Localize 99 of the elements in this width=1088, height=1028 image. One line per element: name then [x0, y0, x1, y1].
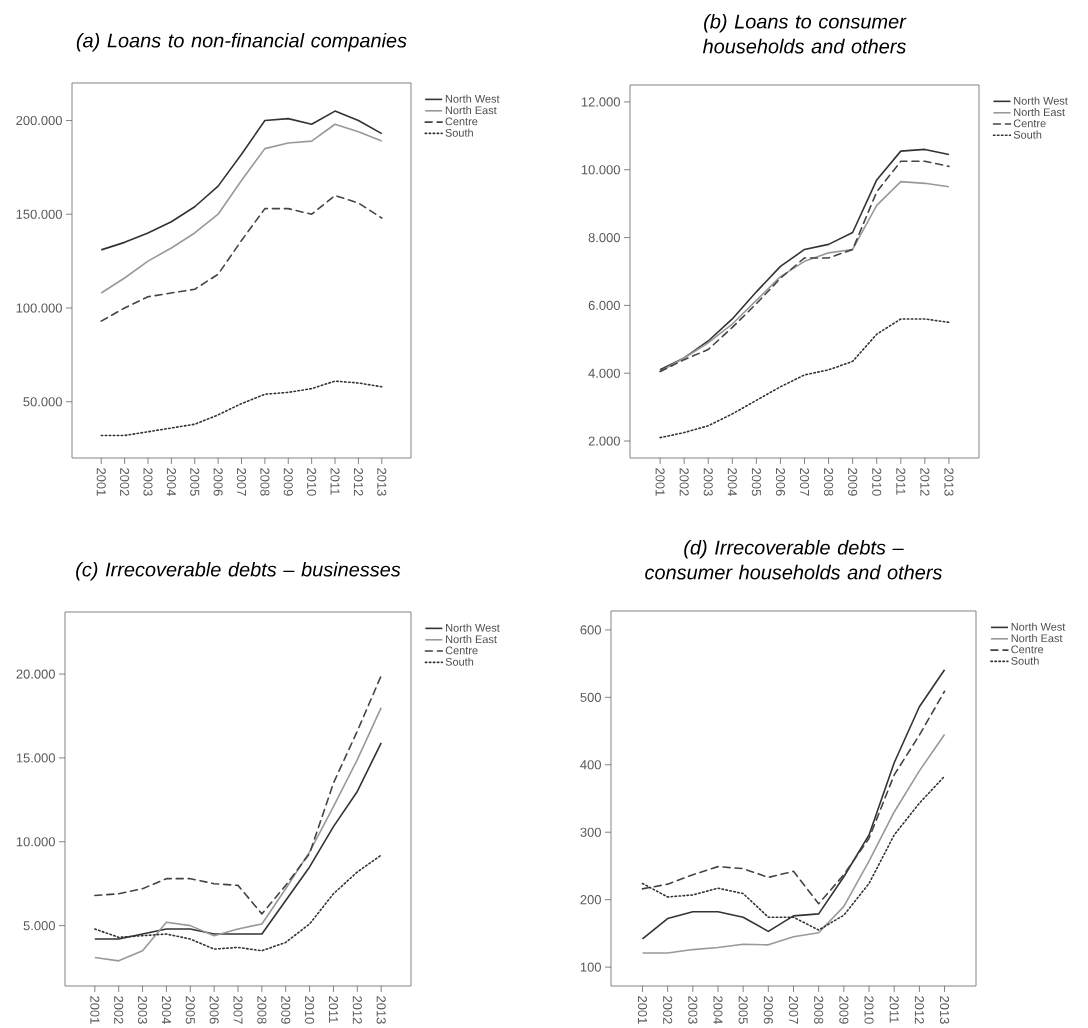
legend-label: North East [445, 106, 497, 115]
x-tick-label: 2007 [233, 996, 243, 1024]
x-tick-label: 2004 [166, 468, 176, 496]
y-tick-label: 600 [580, 625, 601, 635]
y-tick-label: 10.000 [16, 837, 55, 847]
x-tick-label: 2010 [872, 468, 882, 496]
x-tick-label: 2009 [281, 996, 291, 1024]
x-tick-label: 2001 [655, 468, 665, 496]
legend-label: North West [1011, 622, 1066, 631]
chart-title: (b) Loans to consumer households and others [702, 13, 907, 54]
x-tick-label: 2002 [679, 468, 689, 496]
line-series [641, 690, 946, 905]
legend-label: North West [445, 94, 500, 103]
x-tick-label: 2011 [330, 468, 340, 495]
x-tick-label: 2005 [190, 468, 200, 496]
line-series [94, 674, 382, 915]
x-tick-label: 2005 [185, 996, 195, 1024]
x-tick-label: 2001 [637, 996, 648, 1024]
x-tick-label: 2003 [143, 468, 153, 496]
x-tick-label: 2008 [814, 996, 824, 1024]
legend-label: North East [1014, 108, 1065, 117]
y-tick-label: 15.000 [16, 753, 55, 763]
x-tick-label: 2012 [352, 996, 362, 1024]
legend-label: Centre [445, 117, 478, 126]
y-tick-label: 2.000 [588, 436, 620, 446]
x-tick-label: 2013 [376, 996, 386, 1024]
x-tick-label: 2004 [713, 996, 723, 1024]
line-series [641, 668, 946, 940]
legend-label: North West [1014, 96, 1068, 105]
x-tick-label: 2009 [848, 468, 858, 496]
legend-label: South [1013, 130, 1042, 139]
y-tick-label: 200 [580, 895, 601, 905]
y-tick-label: 400 [580, 760, 601, 770]
legend-label: Centre [1013, 119, 1046, 128]
x-tick-label: 2013 [944, 468, 954, 496]
y-tick-label: 100.000 [16, 303, 62, 313]
y-tick-label: 50.000 [23, 397, 62, 407]
x-tick-label: 2010 [864, 996, 874, 1024]
x-tick-label: 2003 [688, 996, 698, 1024]
legend-label: South [445, 128, 473, 137]
x-tick-label: 2006 [209, 996, 219, 1024]
x-tick-label: 2006 [763, 996, 773, 1024]
x-tick-label: 2011 [328, 996, 339, 1023]
legend-label: North West [446, 623, 500, 632]
legend-label: Centre [445, 646, 478, 655]
chart-title: (d) Irrecoverable debts – consumer households and others [645, 539, 942, 580]
legend-label: South [1011, 656, 1039, 665]
x-tick-label: 2002 [663, 996, 673, 1024]
x-tick-label: 2009 [839, 996, 849, 1024]
x-tick-label: 2012 [914, 996, 924, 1024]
y-tick-label: 500 [580, 692, 601, 702]
x-tick-label: 2007 [236, 468, 247, 496]
y-tick-label: 6.000 [588, 300, 620, 310]
legend-label: South [445, 657, 474, 666]
x-tick-label: 2004 [727, 468, 737, 496]
chart-title: (c) Irrecoverable debts – businesses [76, 561, 401, 581]
x-tick-label: 2008 [823, 468, 834, 496]
legend-label: Centre [1011, 645, 1044, 654]
chart-title: (a) Loans to non-financial companies [76, 32, 407, 52]
y-tick-label: 4.000 [588, 368, 620, 378]
x-tick-label: 2010 [305, 996, 315, 1024]
y-tick-label: 8.000 [588, 232, 620, 243]
x-tick-label: 2003 [137, 996, 148, 1024]
y-tick-label: 200.000 [16, 115, 62, 126]
x-tick-label: 2007 [799, 468, 810, 496]
x-tick-label: 2008 [260, 468, 270, 496]
x-tick-label: 2001 [96, 468, 106, 496]
x-tick-label: 2009 [283, 468, 293, 496]
x-tick-label: 2006 [775, 468, 786, 496]
y-tick-label: 100 [580, 962, 601, 972]
x-tick-label: 2002 [120, 468, 130, 496]
x-tick-label: 2011 [889, 996, 899, 1023]
line-series [94, 706, 382, 962]
x-tick-label: 2012 [920, 468, 930, 496]
x-tick-label: 2001 [90, 996, 100, 1024]
y-tick-label: 12.000 [581, 97, 620, 107]
x-tick-label: 2005 [751, 468, 761, 496]
x-tick-label: 2008 [257, 996, 267, 1024]
x-tick-label: 2013 [377, 468, 387, 496]
x-tick-label: 2002 [114, 996, 124, 1024]
line-series [100, 110, 383, 251]
x-tick-label: 2013 [939, 996, 950, 1024]
y-tick-label: 20.000 [16, 669, 55, 679]
x-tick-label: 2010 [307, 468, 317, 496]
x-tick-label: 2012 [353, 468, 363, 496]
y-tick-label: 10.000 [581, 165, 620, 175]
y-tick-label: 150.000 [16, 209, 62, 219]
legend-label: North East [446, 635, 497, 644]
x-tick-label: 2011 [896, 468, 906, 495]
x-tick-label: 2003 [703, 468, 713, 496]
legend-label: North East [1011, 634, 1063, 643]
x-tick-label: 2004 [161, 996, 171, 1024]
y-tick-label: 5.000 [23, 921, 55, 931]
x-tick-label: 2007 [788, 996, 799, 1024]
line-series [100, 123, 383, 294]
line-series [641, 733, 946, 954]
x-tick-label: 2005 [738, 996, 748, 1024]
y-tick-label: 300 [580, 827, 601, 837]
x-tick-label: 2006 [213, 468, 223, 496]
